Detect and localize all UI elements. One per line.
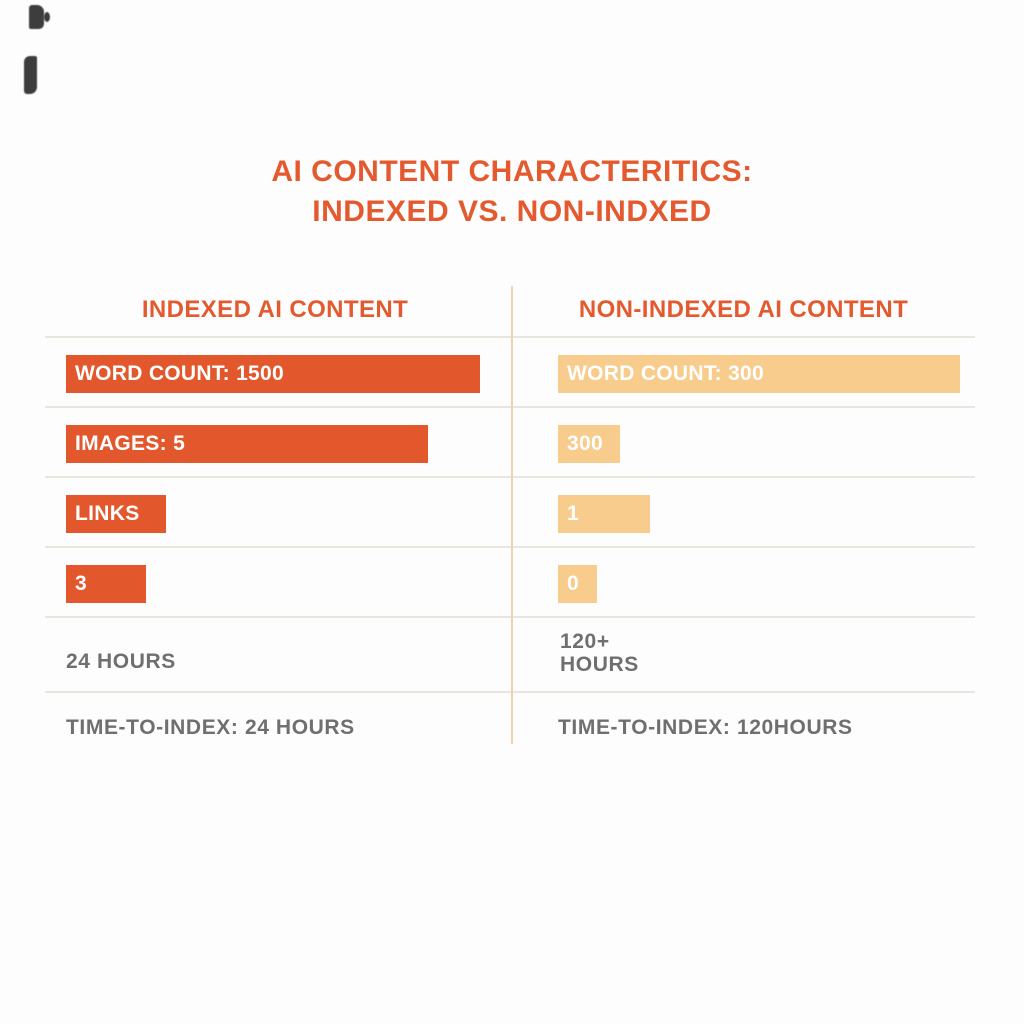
bar-indexed-links-value: 3	[66, 565, 146, 603]
non-indexed-time-to-index-footer: TIME-TO-INDEX: 120HOURS	[558, 716, 853, 739]
page-title-line2: INDEXED VS. NON-INDXED	[312, 195, 712, 228]
column-header-non-indexed: NON-INDEXED AI CONTENT	[578, 296, 909, 323]
indexed-hours-note: 24 HOURS	[66, 650, 176, 673]
page-title: AI CONTENT CHARACTERITICS: INDEXED VS. N…	[0, 152, 1024, 232]
bar-non-indexed-word-count: WORD COUNT: 300	[558, 355, 960, 393]
row-divider	[45, 616, 975, 618]
bar-non-indexed-links: 1	[558, 495, 650, 533]
artifact-smudge	[29, 5, 44, 29]
column-header-indexed: INDEXED AI CONTENT	[141, 296, 409, 323]
page-title-line1: AI CONTENT CHARACTERITICS:	[271, 155, 753, 188]
bar-indexed-links: LINKS	[66, 495, 166, 533]
row-divider	[45, 546, 975, 548]
row-divider	[45, 406, 975, 408]
bar-non-indexed-images: 300	[558, 425, 620, 463]
column-divider	[511, 286, 513, 744]
artifact-smudge	[24, 56, 37, 94]
row-divider	[45, 691, 975, 693]
bar-non-indexed-links-value: 0	[558, 565, 597, 603]
bar-indexed-images: IMAGES: 5	[66, 425, 428, 463]
artifact-smudge	[44, 12, 50, 22]
non-indexed-hours-note: 120+ HOURS	[560, 630, 639, 676]
row-divider	[45, 476, 975, 478]
bar-indexed-word-count: WORD COUNT: 1500	[66, 355, 480, 393]
indexed-time-to-index-footer: TIME-TO-INDEX: 24 HOURS	[66, 716, 355, 739]
row-divider	[45, 336, 975, 338]
